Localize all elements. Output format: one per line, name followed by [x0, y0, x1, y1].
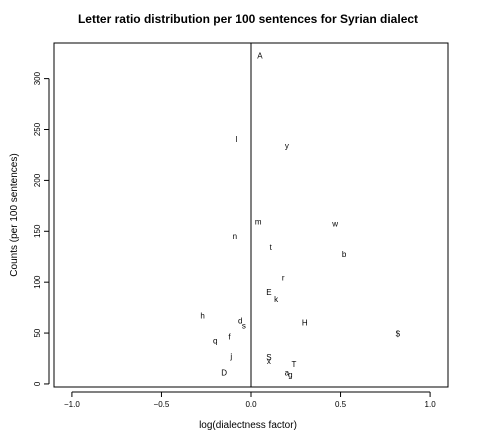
y-tick-label: 0 [33, 381, 42, 386]
data-point: A [257, 52, 263, 61]
data-point: d [238, 316, 242, 325]
y-axis: 0 50 100 150 200 250 300 [33, 71, 50, 386]
data-point: r [282, 274, 285, 283]
data-point: m [255, 218, 262, 227]
y-tick-label: 50 [33, 328, 42, 337]
x-tick-label: 0.0 [245, 400, 257, 409]
data-point: s [242, 321, 246, 330]
x-tick-label: 0.5 [335, 400, 347, 409]
y-tick-label: 100 [33, 275, 42, 289]
y-axis-label: Counts (per 100 sentences) [9, 153, 20, 276]
x-axis-label: log(dialectness factor) [199, 420, 297, 431]
data-point: H [302, 318, 308, 327]
data-point: w [331, 220, 338, 229]
data-point: h [200, 311, 204, 320]
data-point: T [292, 360, 297, 369]
y-tick-label: 250 [33, 122, 42, 136]
data-point: a [285, 368, 290, 377]
y-tick-label: 150 [33, 224, 42, 238]
x-tick-label: −0.5 [154, 400, 170, 409]
data-point: x [267, 357, 271, 366]
data-points: Al y m w n t b r Ek h ds H $ f q j Sx T D a g [200, 52, 400, 380]
data-point: b [342, 250, 347, 259]
data-point: $ [396, 330, 401, 339]
data-point: S [266, 353, 271, 362]
data-point: j [229, 352, 232, 361]
data-point: l [236, 135, 238, 144]
x-tick-label: 1.0 [425, 400, 437, 409]
data-point: k [274, 295, 279, 304]
y-tick-label: 300 [33, 71, 42, 85]
x-tick-label: −1.0 [64, 400, 80, 409]
y-tick-label: 200 [33, 173, 42, 187]
data-point: D [221, 368, 227, 377]
data-point: f [228, 333, 231, 342]
x-axis: −1.0 −0.5 0.0 0.5 1.0 [64, 391, 437, 409]
chart-title: Letter ratio distribution per 100 senten… [78, 12, 418, 26]
data-point: q [213, 337, 217, 346]
data-point: t [270, 243, 273, 252]
data-point: y [285, 141, 289, 150]
data-point: n [233, 232, 237, 241]
data-point: E [266, 288, 271, 297]
data-point: g [288, 370, 292, 379]
